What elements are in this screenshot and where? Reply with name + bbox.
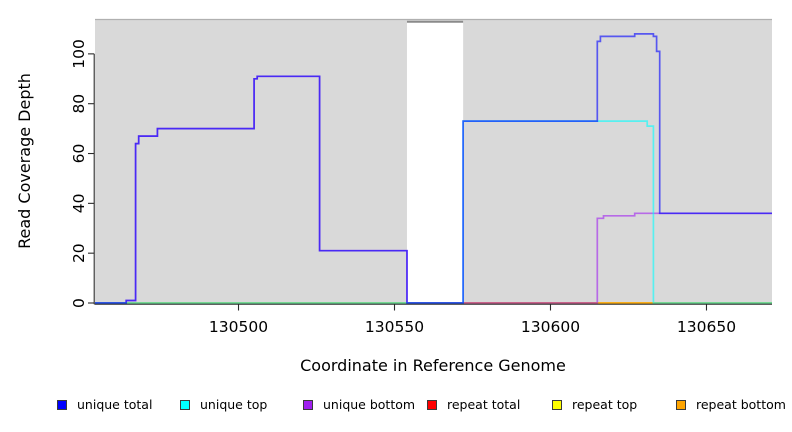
series-unique-total (95, 33, 772, 304)
x-tick-label: 130650 (677, 318, 736, 336)
gap-rect (406, 20, 464, 303)
y-tick-label: 20 (70, 243, 88, 263)
x-tick-label: 130600 (521, 318, 580, 336)
x-tick-label: 130550 (365, 318, 424, 336)
y-tick-label: 0 (70, 298, 88, 308)
y-tick-label: 60 (70, 144, 88, 164)
y-axis-title: Read Coverage Depth (15, 73, 34, 249)
x-tick-label: 130500 (209, 318, 268, 336)
axes: 130500 130550 130600 130650 0 20 40 60 80 100 (70, 39, 772, 336)
x-axis-title: Coordinate in Reference Genome (300, 356, 566, 375)
y-tick-label: 80 (70, 94, 88, 114)
no-data-gap-region (406, 20, 464, 303)
series-lines (95, 33, 772, 304)
y-tick-label: 100 (70, 39, 88, 69)
y-tick-label: 40 (70, 194, 88, 214)
